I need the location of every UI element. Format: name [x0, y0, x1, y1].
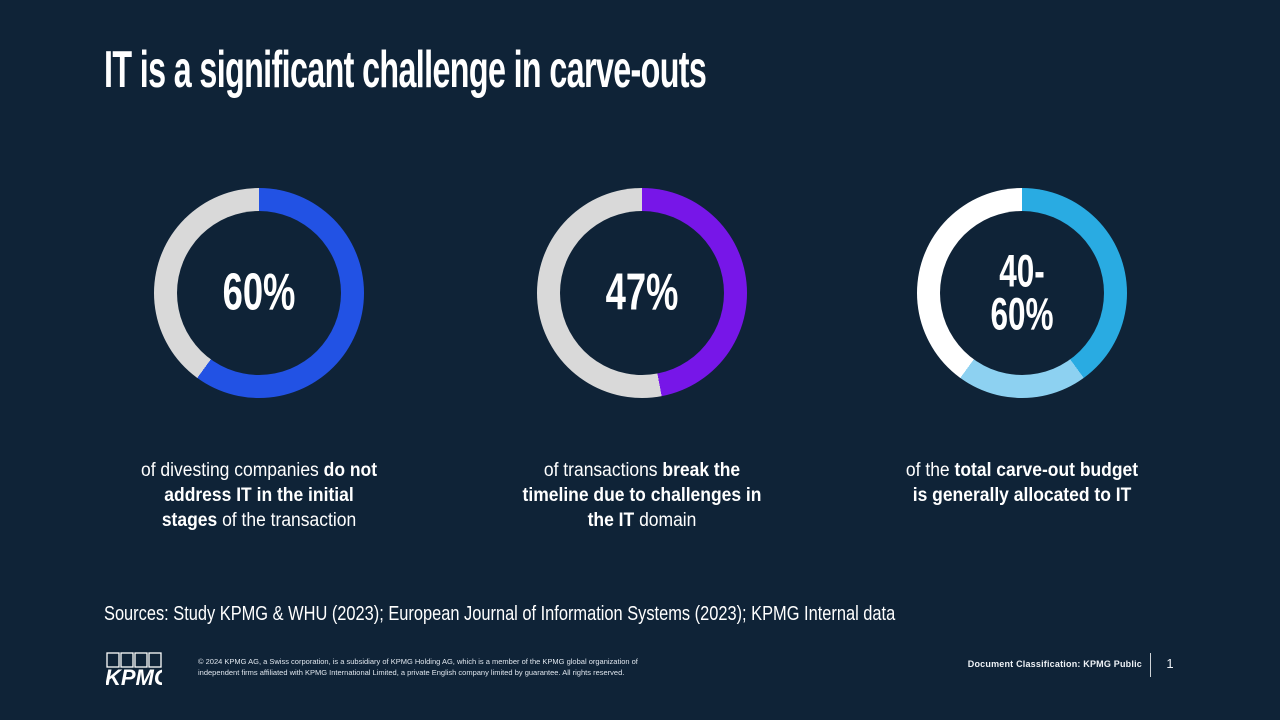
- stat-description: of transactions break the timeline due t…: [522, 460, 762, 531]
- donut-hole: [560, 211, 724, 375]
- kpmg-logo: KPMG: [106, 652, 162, 690]
- copyright-line-2: independent firms affiliated with KPMG I…: [198, 668, 625, 677]
- copyright-text: © 2024 KPMG AG, a Swiss corporation, is …: [198, 656, 718, 678]
- footer: KPMG © 2024 KPMG AG, a Swiss corporation…: [0, 644, 1280, 720]
- donut-chart-60-percent: 60%: [154, 188, 364, 398]
- donut-value-label: 47%: [605, 263, 679, 322]
- donut-value-label: 40- 60%: [990, 245, 1054, 339]
- document-classification: Document Classification: KPMG Public: [967, 659, 1142, 669]
- donut-hole: [177, 211, 341, 375]
- stat-description: of divesting companies do not address IT…: [140, 460, 378, 531]
- kpmg-logo-text: KPMG: [106, 665, 162, 690]
- copyright-line-1: © 2024 KPMG AG, a Swiss corporation, is …: [198, 657, 638, 666]
- slide-title: IT is a significant challenge in carve-o…: [104, 41, 707, 99]
- stat-column-3: 40- 60% of the total carve-out budget is…: [852, 188, 1192, 508]
- donut-hole: [940, 211, 1104, 375]
- stat-column-1: 60% of divesting companies do not addres…: [89, 188, 429, 533]
- stat-description: of the total carve-out budget is general…: [905, 460, 1139, 506]
- sources-line: Sources: Study KPMG & WHU (2023); Europe…: [104, 603, 896, 625]
- page-number: 1: [1166, 656, 1174, 671]
- page-divider: [1150, 653, 1151, 677]
- donut-chart-47-percent: 47%: [537, 188, 747, 398]
- donut-chart-40-60-percent: 40- 60%: [917, 188, 1127, 398]
- stat-column-2: 47% of transactions break the timeline d…: [472, 188, 812, 533]
- donut-value-label: 60%: [222, 263, 296, 322]
